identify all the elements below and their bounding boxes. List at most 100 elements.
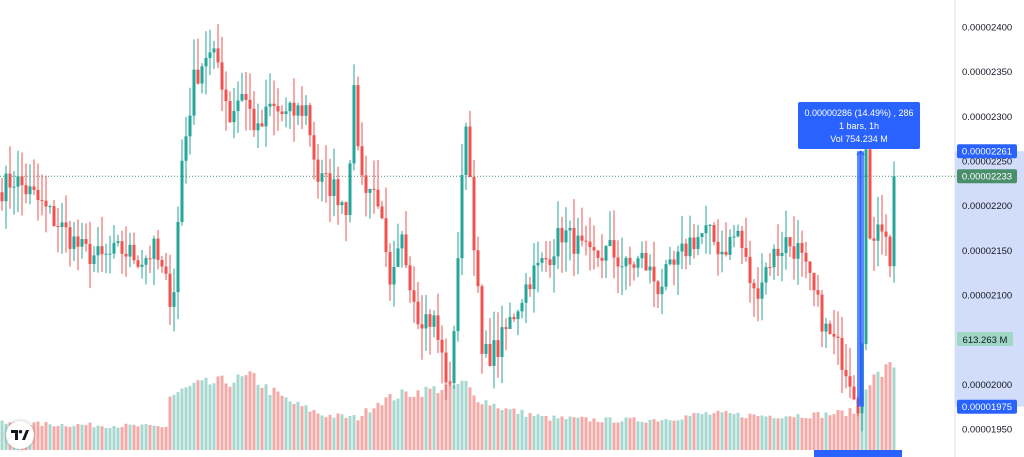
candle-body [656, 281, 660, 295]
volume-bar [36, 421, 40, 450]
candle-body [748, 256, 752, 284]
low-price-tag-box [957, 399, 1017, 414]
candle-body [572, 227, 576, 254]
y-tick-label: 0.00002250 [962, 157, 1012, 168]
volume-bar [768, 415, 772, 450]
candle-body [364, 175, 368, 193]
volume-bar [268, 394, 272, 450]
volume-bar [588, 421, 592, 450]
candle-body [128, 244, 132, 257]
candle-body [284, 111, 288, 114]
volume-bar [480, 404, 484, 450]
candle-body [804, 252, 808, 262]
candle-body [596, 250, 600, 258]
volume-bar [436, 393, 440, 450]
volume-bar [640, 421, 644, 450]
candle-body [432, 315, 436, 327]
volume-bar [632, 417, 636, 450]
volume-bar [168, 396, 172, 450]
volume-bar [692, 413, 696, 450]
candle-body [28, 186, 32, 195]
candle-body [780, 252, 784, 256]
volume-bar [208, 384, 212, 450]
volume-bar [72, 425, 76, 450]
candle-body [320, 173, 324, 182]
last-price-tag-text: 0.00002233 [962, 172, 1012, 183]
volume-bar [292, 403, 296, 450]
candle-body [728, 237, 732, 255]
candle-body [744, 247, 748, 257]
candle-body [132, 244, 136, 261]
candle-body [316, 159, 320, 182]
volume-bar [368, 412, 372, 450]
candle-body [660, 286, 664, 295]
candle-body [24, 185, 28, 195]
candle-body [808, 261, 812, 273]
candle-body [48, 206, 52, 208]
candle-body [848, 376, 852, 387]
volume-bar [64, 426, 68, 450]
volume-bar [212, 383, 216, 450]
candle-body [508, 317, 512, 330]
candle-body [108, 253, 112, 255]
candle-body [556, 227, 560, 257]
candle-body [864, 149, 868, 344]
volume-bar [644, 422, 648, 450]
volume-bar [804, 418, 808, 450]
candle-body [140, 264, 144, 267]
volume-bar [668, 420, 672, 450]
candle-body [32, 186, 36, 190]
volume-bar [372, 408, 376, 450]
candle-body [16, 176, 20, 187]
candle-body [816, 290, 820, 295]
candle-body [416, 301, 420, 325]
candle-body [672, 259, 676, 265]
volume-bar [836, 410, 840, 450]
candle-body [640, 252, 644, 259]
candle-body [0, 192, 4, 202]
volume-bar [456, 383, 460, 450]
volume-bar [532, 415, 536, 450]
candle-body [384, 218, 388, 252]
candle-body [300, 105, 304, 116]
measure-volume: Vol 754.234 M [830, 134, 888, 144]
volume-bar [780, 418, 784, 450]
volume-bar [204, 377, 208, 450]
candle-body [12, 186, 16, 188]
volume-bar [124, 423, 128, 450]
volume-bar [600, 422, 604, 450]
candle-body [772, 248, 776, 268]
candle-body [452, 331, 456, 384]
candle-body [884, 231, 888, 237]
candle-body [592, 247, 596, 251]
volume-bar [196, 380, 200, 450]
volume-bar [772, 418, 776, 450]
volume-bar [104, 427, 108, 450]
volume-bar [744, 418, 748, 450]
candle-body [448, 382, 452, 384]
volume-bar [828, 415, 832, 450]
candle-body [72, 236, 76, 249]
volume-bar [112, 426, 116, 450]
candle-body [412, 290, 416, 302]
volume-bar [248, 371, 252, 450]
volume-tag: 613.263 M [957, 332, 1013, 346]
candlesticks [0, 24, 896, 432]
candle-body [152, 238, 156, 259]
candle-body [564, 230, 568, 243]
candle-body [232, 111, 236, 123]
volume-bar [356, 420, 360, 450]
volume-bar [56, 425, 60, 450]
volume-bar [784, 416, 788, 450]
volume-bar [748, 413, 752, 450]
candle-body [488, 344, 492, 366]
candle-body [776, 248, 780, 256]
volume-bar [664, 419, 668, 450]
volume-bar [628, 417, 632, 450]
volume-bar [880, 376, 884, 450]
candle-body [664, 264, 668, 287]
tradingview-logo-icon[interactable] [6, 421, 34, 449]
candle-body [336, 179, 340, 206]
volume-bar [556, 418, 560, 450]
